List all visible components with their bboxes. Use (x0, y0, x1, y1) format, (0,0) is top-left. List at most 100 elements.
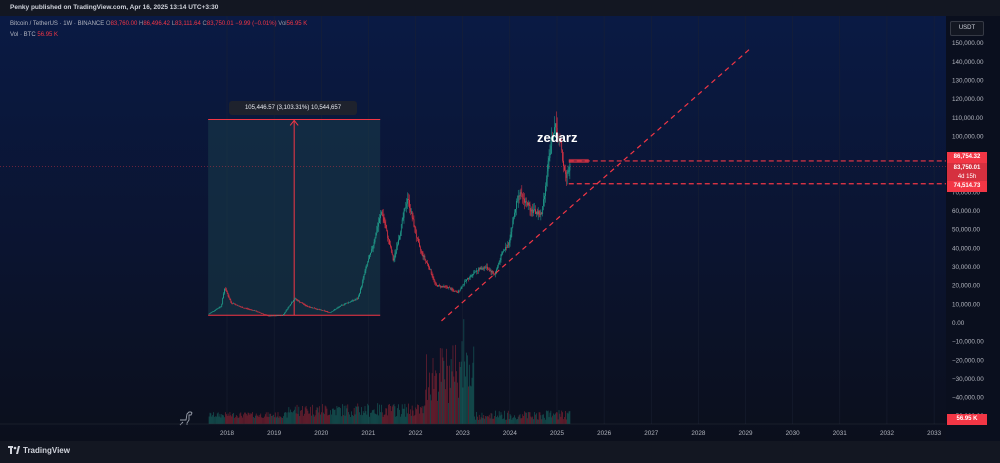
y-tick-label: 10,000.00 (952, 301, 981, 308)
tradingview-brand[interactable]: TradingView (8, 446, 70, 455)
chart-pane[interactable]: 2018 2019 2020 2021 2022 2023 2024 2025 2026 2027… (0, 16, 946, 441)
candle-body (443, 285, 445, 287)
candle-body (517, 195, 519, 201)
volume-bar (259, 414, 261, 424)
volume-bar (531, 417, 533, 424)
volume-bar (523, 415, 525, 424)
candle-body (249, 309, 251, 310)
candle-body (332, 311, 333, 312)
volume-bar (499, 415, 501, 424)
candle-body (309, 306, 311, 308)
candle-body (316, 308, 318, 310)
candle-body (226, 290, 228, 294)
candle-body (338, 307, 340, 308)
candle-body (446, 286, 447, 288)
candle-body (473, 272, 475, 275)
candle-body (356, 298, 358, 300)
price-axis[interactable]: 150,000.00 140,000.00 130,000.00 120,000.00… (946, 16, 1000, 441)
candle-body (209, 313, 211, 314)
candle-body (383, 217, 385, 222)
volume-bar (446, 348, 447, 424)
candle-body (359, 293, 360, 296)
candle-body (283, 314, 284, 316)
volume-bar (451, 371, 453, 424)
candle-body (371, 248, 373, 250)
candle-body (406, 203, 408, 208)
candle-body (526, 201, 527, 202)
y-tick-label: 130,000.00 (952, 78, 984, 85)
candle-body (453, 290, 455, 292)
candle-body (293, 298, 295, 301)
candle-body (214, 310, 215, 312)
volume-bar (365, 411, 367, 424)
candle-body (533, 209, 534, 214)
volume-bar (491, 413, 493, 424)
candle-body (555, 123, 556, 128)
volume-bar (316, 407, 318, 424)
legend-close: 83,750.01 (206, 21, 234, 27)
volume-bar (497, 415, 498, 424)
volume-bar (230, 415, 232, 424)
y-tick-label: −30,000.00 (952, 376, 984, 383)
candle-body (341, 304, 343, 306)
candle-body (336, 308, 338, 309)
volume-bar (236, 416, 238, 424)
candle-body (541, 212, 543, 215)
volume-bar (314, 415, 316, 424)
volume-bar (276, 416, 278, 424)
candle-body (348, 302, 350, 303)
volume-bar (381, 412, 383, 424)
volume-bar (350, 416, 351, 424)
candle-body (456, 291, 457, 293)
candle-body (293, 300, 294, 302)
candle-body (310, 307, 311, 308)
candle-body (486, 266, 487, 268)
volume-bar (217, 412, 219, 424)
candle-body (353, 299, 355, 301)
candle-body (372, 245, 374, 249)
currency-button[interactable]: USDT (950, 21, 984, 36)
volume-bar (468, 364, 470, 424)
volume-bar (535, 413, 537, 424)
candle-body (374, 238, 376, 242)
candle-body (337, 307, 339, 309)
volume-bar (359, 412, 360, 424)
volume-bar (286, 417, 288, 424)
candle-body (440, 285, 442, 287)
volume-bar (313, 416, 315, 424)
volume-bar (537, 419, 539, 424)
candle-body (534, 209, 535, 210)
volume-bar (518, 415, 520, 424)
candle-body (397, 244, 398, 247)
volume-bar (413, 416, 415, 424)
volume-bar (449, 387, 451, 424)
volume-bar (429, 372, 430, 424)
volume-bar (363, 412, 365, 424)
volume-bar (366, 414, 368, 424)
volume-bar (349, 414, 350, 424)
candle-body (222, 298, 224, 305)
candle-body (568, 170, 570, 172)
candle-body (466, 279, 467, 282)
candle-body (284, 311, 286, 313)
candle-body (512, 220, 514, 228)
volume-bar (564, 417, 565, 424)
candle-body (448, 287, 450, 288)
candle-body (272, 315, 273, 317)
volume-bar (508, 418, 510, 424)
volume-bar (343, 405, 345, 424)
volume-bar (317, 407, 319, 424)
volume-bar (414, 414, 416, 424)
x-tick-label: 2024 (503, 430, 518, 437)
volume-bar (475, 419, 476, 424)
candle-body (396, 246, 398, 252)
candle-body (224, 288, 225, 294)
candle-body (488, 269, 490, 271)
candle-body (352, 299, 354, 301)
y-tick-label: 100,000.00 (952, 133, 984, 140)
x-tick-label: 2033 (927, 430, 942, 437)
volume-bar (269, 413, 271, 424)
volume-bar (552, 415, 554, 424)
volume-bar (406, 407, 408, 424)
candle-body (290, 304, 292, 306)
